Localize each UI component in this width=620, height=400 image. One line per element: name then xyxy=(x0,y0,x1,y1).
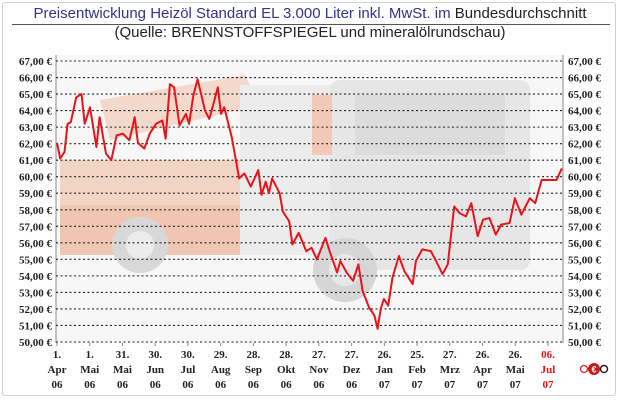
x-tick-day: 26. xyxy=(476,349,490,361)
x-tick-year: 06 xyxy=(182,379,194,391)
y-tick-label-left: 61,00 € xyxy=(19,155,53,167)
x-tick-year: 06 xyxy=(52,379,64,391)
y-tick-label-left: 62,00 € xyxy=(19,139,53,151)
truck-background-image xyxy=(56,55,563,343)
price-line xyxy=(56,78,563,330)
x-tick-month: Jan xyxy=(376,364,393,376)
x-tick-month: Dez xyxy=(343,364,361,376)
x-tick-year: 06 xyxy=(346,379,358,391)
x-tick-year: 06 xyxy=(313,379,325,391)
y-tick-label-left: 53,00 € xyxy=(19,287,53,299)
y-tick-label-left: 60,00 € xyxy=(19,172,53,184)
x-tick-day: 30. xyxy=(148,349,162,361)
x-tick-day: 27. xyxy=(443,349,457,361)
x-tick-year: 07 xyxy=(477,379,489,391)
chart-title: Preisentwicklung Heizöl Standard EL 3.00… xyxy=(0,5,620,22)
x-tick-day: 1. xyxy=(53,349,62,361)
y-tick-label-right: 54,00 € xyxy=(568,271,602,283)
title-main: Preisentwicklung Heizöl Standard EL 3.00… xyxy=(33,5,451,22)
x-tick-year: 07 xyxy=(543,379,555,391)
x-tick-day: 27. xyxy=(345,349,359,361)
x-tick-month: Okt xyxy=(277,364,296,376)
x-tick-day: 25. xyxy=(410,349,424,361)
x-tick-year: 07 xyxy=(379,379,391,391)
y-tick-label-left: 51,00 € xyxy=(19,320,53,332)
y-tick-label-right: 59,00 € xyxy=(568,188,602,200)
x-tick-month: Mai xyxy=(113,364,132,376)
chart-frame xyxy=(2,2,616,396)
y-tick-label-right: 57,00 € xyxy=(568,221,602,233)
y-tick-label-right: 67,00 € xyxy=(568,56,602,68)
y-tick-label-left: 57,00 € xyxy=(19,221,53,233)
x-tick-month: Nov xyxy=(309,364,328,376)
y-tick-label-left: 66,00 € xyxy=(19,73,53,85)
x-tick-day: 26. xyxy=(377,349,391,361)
y-tick-label-right: 62,00 € xyxy=(568,139,602,151)
y-tick-label-right: 50,00 € xyxy=(568,337,602,349)
x-tick-year: 06 xyxy=(248,379,260,391)
y-tick-label-left: 56,00 € xyxy=(19,238,53,250)
x-tick-year: 06 xyxy=(150,379,162,391)
y-tick-label-right: 65,00 € xyxy=(568,89,602,101)
x-tick-year: 07 xyxy=(510,379,522,391)
x-tick-month: Mai xyxy=(506,364,525,376)
x-tick-day: 28. xyxy=(247,349,261,361)
x-tick-day: 31. xyxy=(116,349,130,361)
x-tick-year: 06 xyxy=(281,379,293,391)
y-tick-label-left: 65,00 € xyxy=(19,89,53,101)
y-tick-label-right: 51,00 € xyxy=(568,320,602,332)
y-tick-label-right: 66,00 € xyxy=(568,73,602,85)
y-tick-label-right: 63,00 € xyxy=(568,122,602,134)
y-tick-label-right: 60,00 € xyxy=(568,172,602,184)
x-tick-month: Aug xyxy=(211,364,231,376)
y-tick-label-right: 61,00 € xyxy=(568,155,602,167)
y-tick-label-left: 50,00 € xyxy=(19,337,53,349)
x-tick-day: 1. xyxy=(86,349,95,361)
x-tick-year: 07 xyxy=(444,379,456,391)
x-tick-year: 06 xyxy=(84,379,96,391)
y-tick-label-right: 53,00 € xyxy=(568,287,602,299)
x-tick-month: Jul xyxy=(181,364,196,376)
x-tick-year: 07 xyxy=(412,379,424,391)
y-tick-label-right: 58,00 € xyxy=(568,205,602,217)
copyright-euro-logo-icon: € xyxy=(579,363,609,375)
y-tick-label-left: 55,00 € xyxy=(19,254,53,266)
y-tick-label-right: 56,00 € xyxy=(568,238,602,250)
chart-subtitle: (Quelle: BRENNSTOFFSPIEGEL und mineralöl… xyxy=(114,24,506,41)
x-tick-month: Mai xyxy=(80,364,99,376)
x-tick-month: Feb xyxy=(408,364,426,376)
y-tick-label-right: 52,00 € xyxy=(568,304,602,316)
svg-text:€: € xyxy=(591,365,596,375)
title-suffix: Bundesdurchschnitt xyxy=(454,5,587,22)
x-tick-month: Sep xyxy=(245,364,262,376)
y-tick-label-left: 54,00 € xyxy=(19,271,53,283)
x-tick-month: Jun xyxy=(146,364,164,376)
x-tick-day: 30. xyxy=(181,349,195,361)
y-tick-label-left: 58,00 € xyxy=(19,205,53,217)
y-tick-label-left: 63,00 € xyxy=(19,122,53,134)
x-tick-month: Apr xyxy=(473,364,492,376)
x-tick-month: Jul xyxy=(541,364,556,376)
x-tick-year: 06 xyxy=(117,379,129,391)
x-tick-day: 29. xyxy=(214,349,228,361)
x-tick-day: 06. xyxy=(541,349,555,361)
x-tick-month: Mrz xyxy=(440,364,460,376)
x-tick-day: 28. xyxy=(279,349,293,361)
y-tick-label-left: 67,00 € xyxy=(19,56,53,68)
title-rule xyxy=(12,24,610,25)
y-tick-label-left: 52,00 € xyxy=(19,304,53,316)
x-tick-day: 27. xyxy=(312,349,326,361)
y-tick-label-right: 55,00 € xyxy=(568,254,602,266)
y-tick-label-left: 64,00 € xyxy=(19,106,53,118)
x-tick-month: Apr xyxy=(48,364,67,376)
y-tick-label-left: 59,00 € xyxy=(19,188,53,200)
y-tick-label-right: 64,00 € xyxy=(568,106,602,118)
x-tick-year: 06 xyxy=(215,379,227,391)
x-tick-day: 26. xyxy=(508,349,522,361)
